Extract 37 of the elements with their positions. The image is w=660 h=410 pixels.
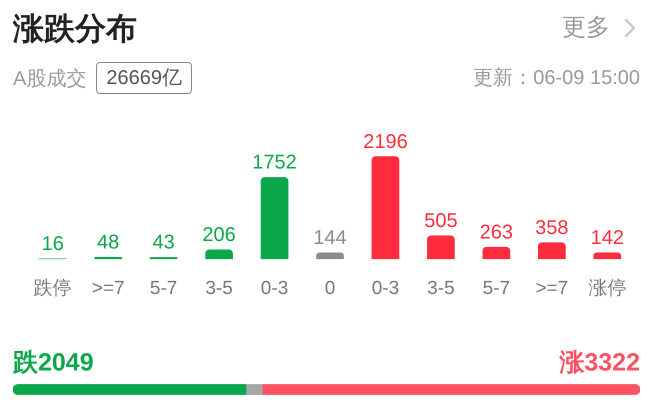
data-label: 涨3322 bbox=[558, 348, 640, 376]
x-tick-label: 5-7 bbox=[482, 278, 510, 299]
data-label: 206 bbox=[202, 224, 236, 246]
data-label: 跌2049 bbox=[12, 348, 94, 376]
bar bbox=[593, 252, 622, 260]
x-tick-label: 跌停 bbox=[34, 278, 72, 299]
chart-subtitle: A股成交 bbox=[13, 66, 86, 92]
data-label: 16 bbox=[42, 232, 64, 255]
bar bbox=[538, 242, 566, 260]
x-tick-label: 涨停 bbox=[588, 278, 626, 299]
x-tick-label: 0 bbox=[324, 278, 336, 299]
data-label: 43 bbox=[152, 232, 175, 254]
data-label: 2196 bbox=[363, 130, 408, 153]
text: 更多 bbox=[562, 14, 610, 42]
x-tick-label: 5-7 bbox=[150, 278, 178, 299]
chart-title: 涨跌分布 bbox=[13, 11, 137, 46]
data-label: 505 bbox=[424, 210, 458, 232]
x-tick-label: >=7 bbox=[92, 278, 125, 299]
data-label: 1752 bbox=[252, 152, 297, 174]
data-label: 263 bbox=[480, 221, 514, 244]
x-tick-label: 3-5 bbox=[205, 278, 233, 299]
text: 26669亿 bbox=[106, 66, 182, 90]
x-tick-label: 0-3 bbox=[260, 278, 288, 299]
bar bbox=[427, 236, 455, 260]
text: 更新：06-09 15:00 bbox=[473, 66, 640, 91]
bar bbox=[205, 250, 233, 260]
data-label: 142 bbox=[590, 227, 624, 250]
bar bbox=[482, 246, 510, 260]
x-tick-label: 3-5 bbox=[427, 278, 455, 299]
bar bbox=[372, 156, 400, 260]
data-label: 144 bbox=[313, 226, 347, 249]
data-label: 358 bbox=[535, 216, 569, 239]
bar bbox=[260, 177, 288, 260]
x-tick-label: 0-3 bbox=[372, 278, 400, 299]
data-label: 48 bbox=[97, 231, 120, 254]
bar bbox=[316, 252, 344, 260]
x-tick-label: >=7 bbox=[535, 278, 568, 299]
